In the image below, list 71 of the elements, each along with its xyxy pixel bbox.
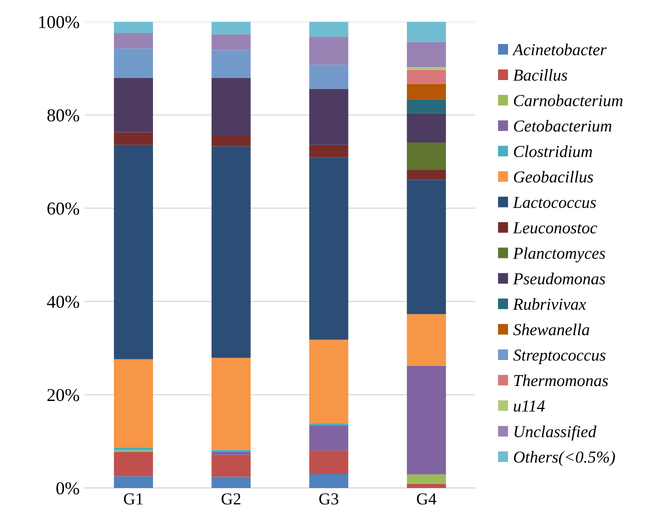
x-tick-label: G1 <box>124 493 143 505</box>
bar <box>406 99 446 114</box>
bar <box>309 64 348 89</box>
legend-label: Acinetobacter <box>512 44 607 56</box>
bar <box>309 157 348 340</box>
y-tick-label: 60% <box>47 202 80 215</box>
bar <box>309 144 348 158</box>
legend-label: Streptococcus <box>513 350 606 364</box>
bar <box>114 476 153 488</box>
legend-label: Rubrivivax <box>512 298 586 310</box>
bar <box>309 450 348 474</box>
bar <box>309 22 348 37</box>
bar <box>406 84 446 100</box>
legend-label: Shewanella <box>513 324 590 336</box>
x-tick-label: G3 <box>319 493 338 505</box>
bar <box>212 136 251 146</box>
legend-label: Clostridium <box>514 145 592 158</box>
legend-label: Carnobacterium <box>514 94 623 106</box>
y-tick-label: 0% <box>56 482 80 494</box>
legend-label: Others(<0.5%) <box>514 450 615 466</box>
bar <box>212 34 251 50</box>
bar <box>309 88 348 145</box>
y-tick-label: 80% <box>47 109 80 122</box>
bar <box>114 22 153 33</box>
bar <box>212 450 251 452</box>
bar <box>212 78 251 136</box>
legend-label: Unclassified <box>514 425 596 441</box>
y-tick-label: 100% <box>39 16 80 28</box>
bar <box>114 144 153 360</box>
bar <box>309 474 348 488</box>
legend-label: Pseudomonas <box>512 272 606 284</box>
bar <box>406 314 446 366</box>
legend-label: Thermomonas <box>514 374 608 386</box>
bar <box>212 452 251 455</box>
legend-label: Cetobacterium <box>514 120 612 132</box>
y-tick-label: 20% <box>47 388 80 402</box>
legend-label: Leuconostoc <box>512 222 598 234</box>
bar <box>406 170 446 180</box>
bar <box>309 425 348 451</box>
bar <box>406 113 446 142</box>
bar <box>309 340 348 424</box>
bar <box>114 78 153 132</box>
bar <box>114 132 153 145</box>
legend-label: Geobacillus <box>514 170 594 183</box>
bar <box>212 146 251 358</box>
x-tick-label: G2 <box>222 493 240 505</box>
bar <box>406 366 446 474</box>
bar <box>114 48 153 78</box>
bar <box>406 180 446 314</box>
bar <box>406 474 446 484</box>
legend-label: Lactococcus <box>512 196 596 208</box>
bar <box>212 454 251 477</box>
x-tick-label: G4 <box>416 493 436 505</box>
legend-label: Planctomyces <box>512 247 606 262</box>
bar <box>212 50 251 78</box>
bar <box>406 70 446 84</box>
bar <box>212 22 251 34</box>
bar <box>114 32 153 48</box>
bar <box>114 359 153 448</box>
bar <box>309 36 348 65</box>
bar <box>406 484 446 488</box>
legend-label: u114 <box>514 400 545 412</box>
bar <box>114 452 153 476</box>
bar <box>212 476 251 488</box>
legend-label: Bacillus <box>513 69 568 81</box>
bar <box>406 66 446 70</box>
bar <box>406 142 446 170</box>
y-tick-label: 40% <box>47 296 80 308</box>
bar <box>406 22 446 42</box>
bar <box>212 358 251 450</box>
bar <box>406 42 446 67</box>
